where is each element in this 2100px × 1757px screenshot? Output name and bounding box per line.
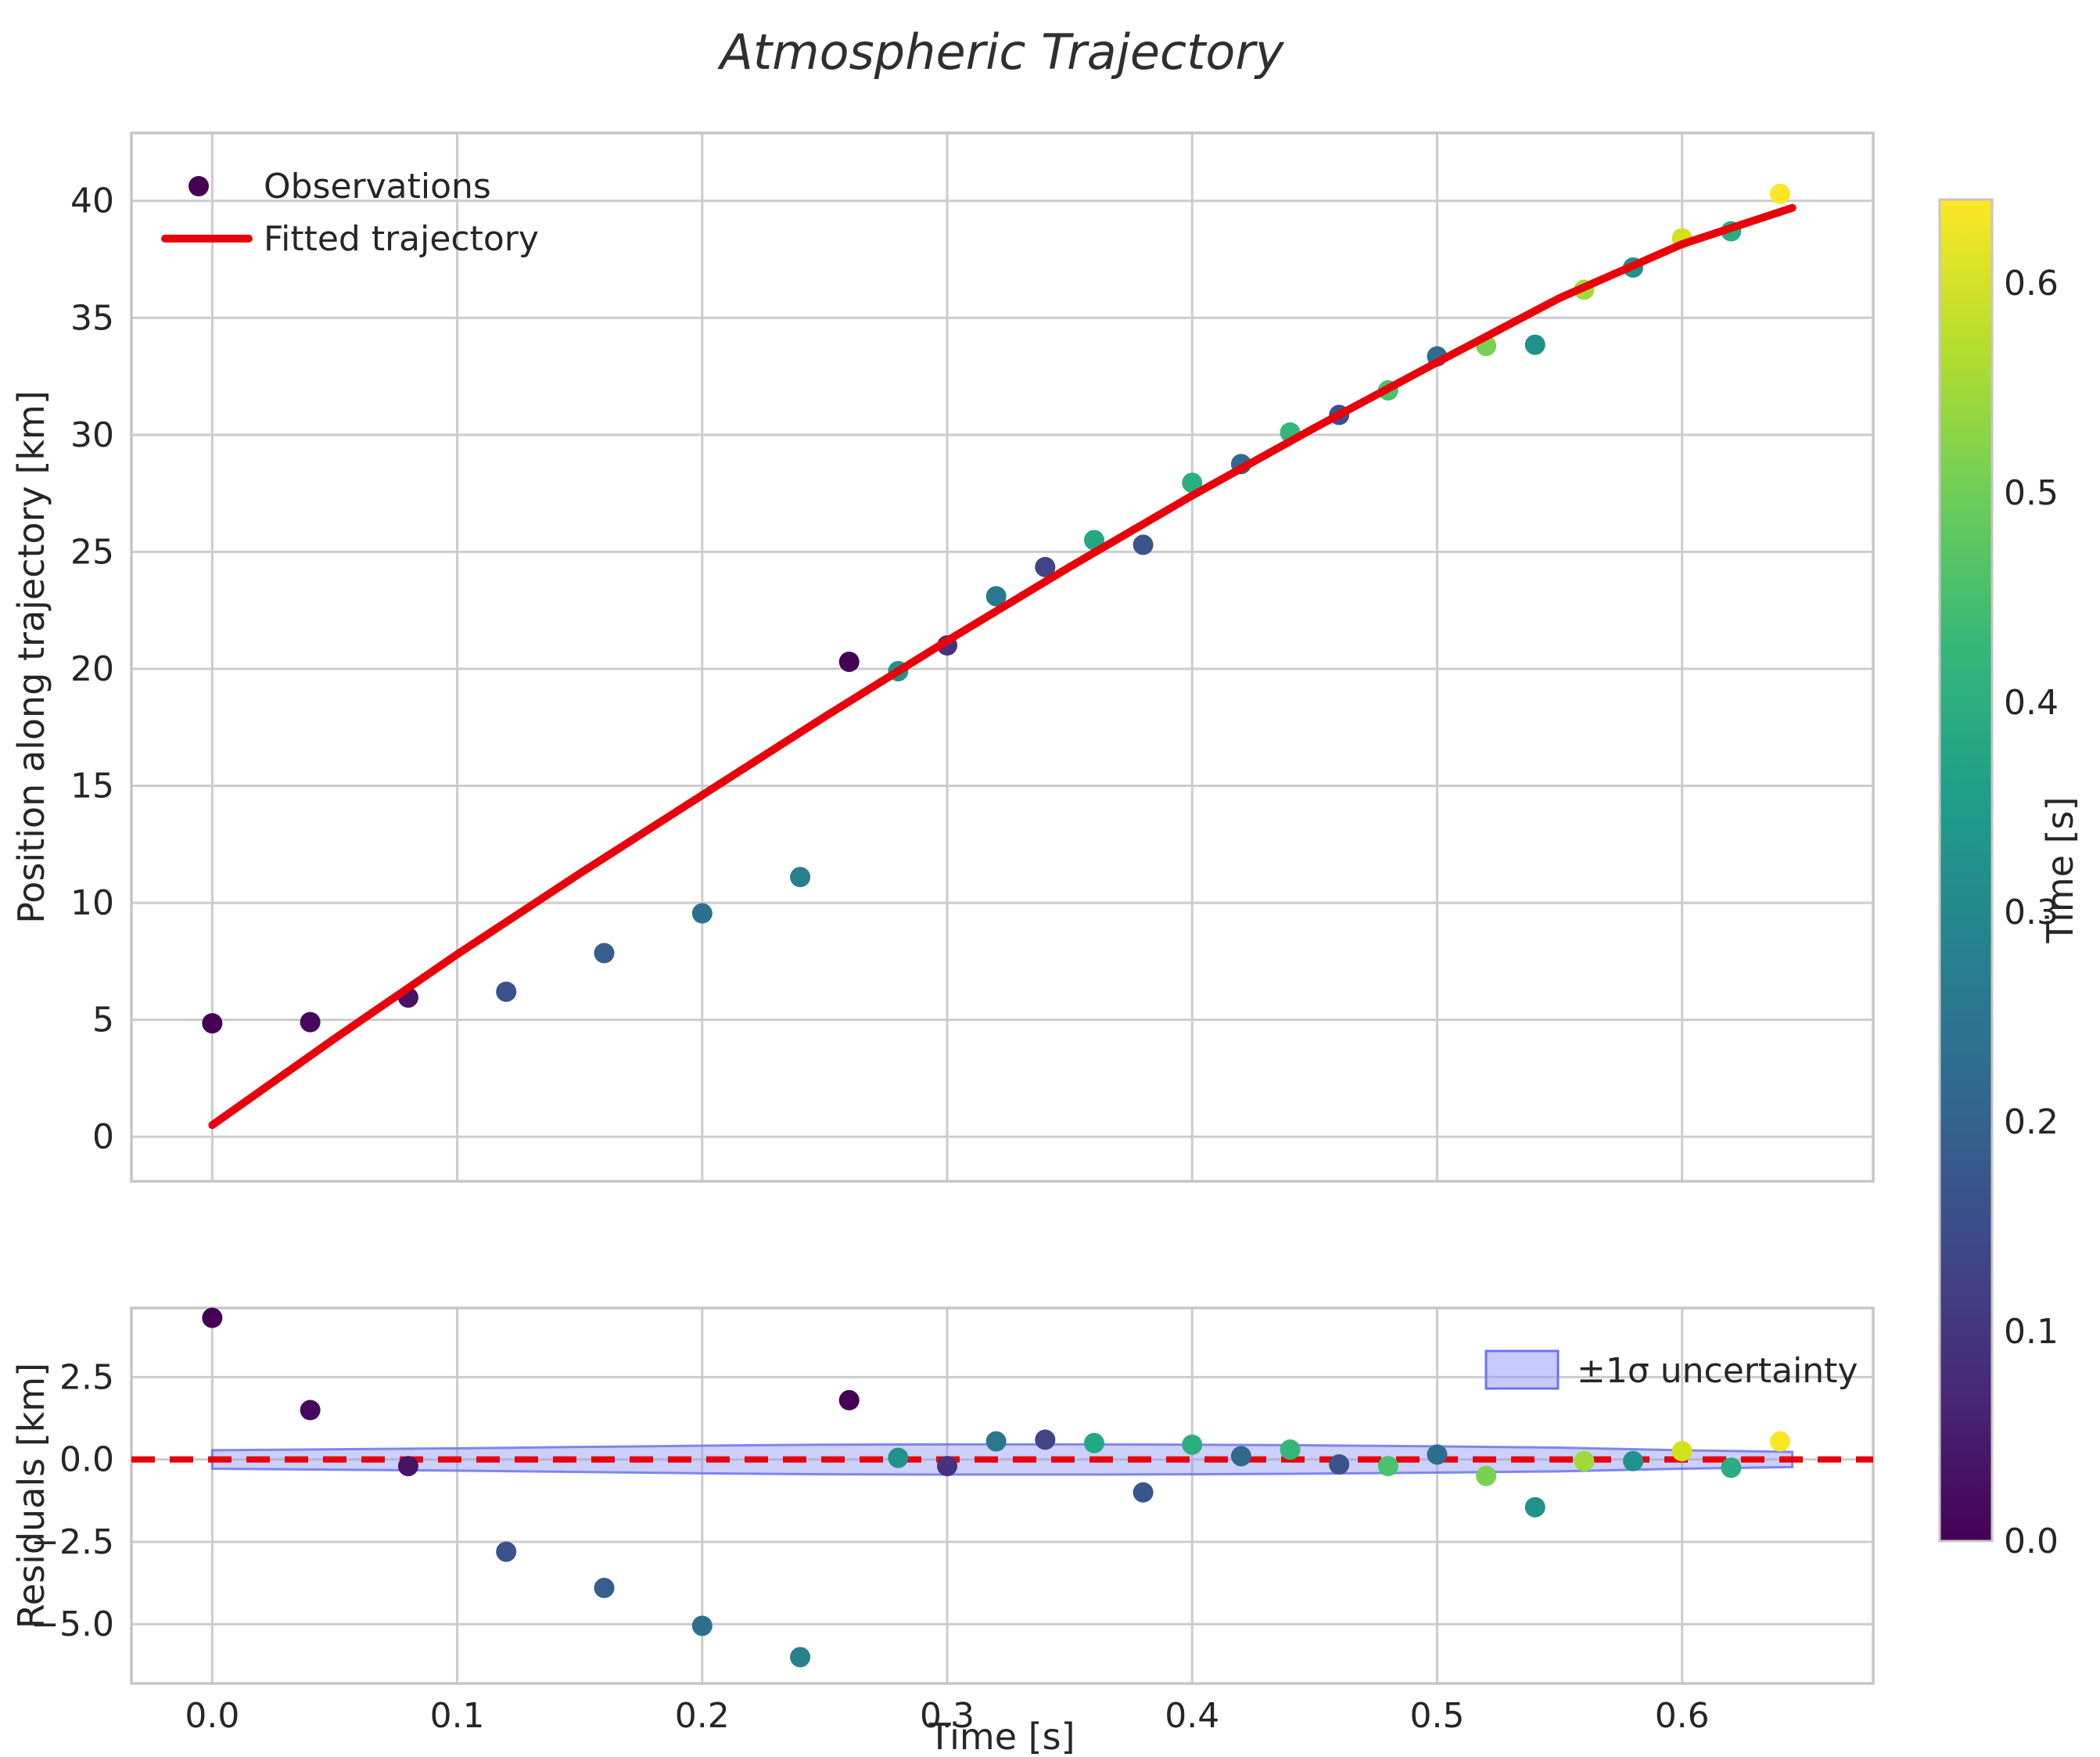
tick-label: 0.6 — [2004, 264, 2059, 304]
residual-point — [594, 1577, 615, 1598]
axes-border — [130, 131, 1875, 1183]
observation-point — [985, 586, 1007, 607]
main-legend: Observations Fitted trajectory — [161, 167, 539, 259]
tick-label: 0.4 — [2004, 683, 2059, 723]
residual-point — [1083, 1432, 1104, 1453]
tick-label: 20 — [70, 649, 114, 689]
tick-label: 0.3 — [2004, 893, 2059, 932]
tick-label: 0.1 — [2004, 1312, 2059, 1352]
tick-label: 0.2 — [2004, 1102, 2059, 1142]
residuals-legend: ±1σ uncertainty — [1484, 1349, 1858, 1391]
tick-label: −5.0 — [31, 1604, 114, 1644]
uncertainty-legend-patch — [1484, 1349, 1560, 1390]
axes-border — [130, 1306, 1875, 1685]
tick-label: 25 — [70, 532, 114, 572]
tick-label: 0.0 — [2004, 1522, 2059, 1561]
tick-label: 10 — [70, 883, 114, 923]
x-axis-label: Time [s] — [928, 1716, 1075, 1757]
chart-title: Atmospheric Trajectory — [716, 23, 1284, 81]
colorbar-layer: 0.0 0.1 0.2 0.3 0.4 0.5 0.6 — [1938, 198, 2059, 1561]
observation-point — [300, 1011, 321, 1033]
colorbar-label: Time [s] — [2039, 796, 2081, 943]
observation-point — [1182, 472, 1203, 494]
residual-point — [937, 1456, 958, 1477]
residual-point — [397, 1456, 418, 1477]
observation-point — [1035, 556, 1056, 577]
residual-point — [496, 1541, 517, 1562]
observation-point — [1133, 534, 1154, 555]
tick-label: 0.2 — [675, 1696, 730, 1736]
tick-label-layer: 0 5 10 15 20 25 30 35 40 2.5 0.0 −2.5 −5.0 0.0 0.1 0.2 0… — [31, 181, 1710, 1736]
residual-point — [300, 1399, 321, 1421]
tick-label: 40 — [70, 181, 114, 221]
tick-label: 0.5 — [1409, 1696, 1464, 1736]
tick-label: 0.5 — [2004, 473, 2059, 513]
tick-label: −2.5 — [31, 1522, 114, 1562]
residual-point — [888, 1447, 909, 1468]
observation-point — [496, 981, 517, 1002]
tick-label: 2.5 — [59, 1357, 114, 1397]
tick-label: 30 — [70, 415, 114, 455]
residual-point — [838, 1389, 860, 1410]
observations-legend-label: Observations — [264, 167, 491, 207]
residual-point — [1133, 1482, 1154, 1503]
residual-point — [202, 1307, 223, 1328]
residual-point — [1671, 1441, 1693, 1462]
observation-point — [202, 1013, 223, 1034]
observation-point — [594, 943, 615, 964]
fitted-trajectory-line — [208, 203, 1797, 1130]
observation-point — [1769, 183, 1790, 204]
uncertainty-legend-label: ±1σ uncertainty — [1577, 1351, 1858, 1391]
residual-point — [1574, 1450, 1595, 1471]
main-y-axis-label: Position along trajectory [km] — [10, 390, 52, 924]
observation-point — [691, 903, 713, 924]
residuals-y-axis-label: Residuals [km] — [10, 1363, 52, 1629]
residual-point — [1476, 1465, 1497, 1486]
residual-point — [1623, 1450, 1644, 1471]
residual-point — [691, 1615, 713, 1637]
tick-label: 0 — [92, 1117, 114, 1157]
data-layer — [131, 183, 1873, 1668]
tick-label: 0.1 — [430, 1696, 485, 1736]
residual-point — [1377, 1456, 1398, 1477]
tick-label: 0.0 — [185, 1696, 239, 1736]
observation-point — [838, 651, 860, 672]
residual-point — [1721, 1457, 1742, 1479]
tick-label: 15 — [70, 767, 114, 807]
residual-point — [1329, 1454, 1350, 1475]
observation-point — [1083, 530, 1104, 551]
tick-label: 0.0 — [59, 1440, 114, 1480]
observation-point — [1524, 334, 1545, 355]
observations-legend-marker — [188, 176, 209, 196]
tick-label: 0.4 — [1165, 1696, 1219, 1736]
observation-point — [790, 867, 811, 888]
fit-legend-label: Fitted trajectory — [264, 219, 539, 259]
residual-point — [1427, 1444, 1448, 1465]
tick-label: 0.3 — [920, 1696, 975, 1736]
residual-point — [1035, 1429, 1056, 1450]
grid-layer — [130, 131, 1875, 1685]
residual-point — [985, 1431, 1007, 1452]
colorbar-gradient — [1938, 198, 1994, 1543]
tick-label: 35 — [70, 298, 114, 338]
residual-point — [1230, 1446, 1251, 1467]
residual-point — [790, 1647, 811, 1668]
residual-point — [1280, 1439, 1301, 1461]
tick-label: 5 — [92, 1001, 114, 1040]
residual-point — [1524, 1497, 1545, 1518]
residual-point — [1769, 1431, 1790, 1452]
residual-point — [1182, 1434, 1203, 1455]
tick-label: 0.6 — [1655, 1696, 1710, 1736]
